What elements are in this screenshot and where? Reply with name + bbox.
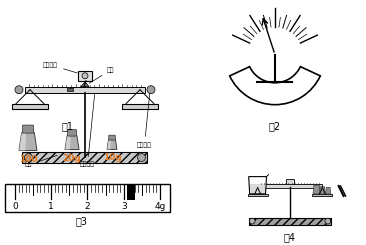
Text: 100: 100 <box>19 155 37 163</box>
Polygon shape <box>19 133 37 150</box>
Text: 图4: 图4 <box>284 232 296 242</box>
Circle shape <box>138 154 146 161</box>
Text: 指针: 指针 <box>89 67 115 83</box>
FancyBboxPatch shape <box>78 71 92 81</box>
Circle shape <box>82 73 88 79</box>
Text: 4g: 4g <box>154 202 166 211</box>
Text: 分度标尺: 分度标尺 <box>43 62 77 73</box>
FancyBboxPatch shape <box>122 104 158 109</box>
FancyBboxPatch shape <box>25 87 145 93</box>
Polygon shape <box>326 187 330 194</box>
Text: 平衡螺母: 平衡螺母 <box>137 94 152 147</box>
Text: 图1: 图1 <box>62 122 74 132</box>
Text: 20g: 20g <box>63 154 81 163</box>
Polygon shape <box>250 184 265 193</box>
Polygon shape <box>19 133 26 150</box>
Text: 图3: 图3 <box>76 216 88 226</box>
FancyBboxPatch shape <box>22 151 147 163</box>
FancyBboxPatch shape <box>249 218 331 225</box>
Text: 1: 1 <box>48 202 54 211</box>
Text: 2: 2 <box>85 202 90 211</box>
FancyBboxPatch shape <box>12 104 48 109</box>
Polygon shape <box>65 135 79 150</box>
Polygon shape <box>107 140 117 149</box>
FancyBboxPatch shape <box>247 194 268 196</box>
FancyBboxPatch shape <box>312 194 332 196</box>
Circle shape <box>147 86 155 94</box>
Polygon shape <box>320 187 325 194</box>
Circle shape <box>25 154 33 161</box>
Polygon shape <box>249 177 266 194</box>
Circle shape <box>325 218 330 224</box>
Text: 图2: 图2 <box>269 122 281 132</box>
FancyBboxPatch shape <box>287 180 294 184</box>
FancyBboxPatch shape <box>109 135 115 140</box>
Polygon shape <box>313 185 320 194</box>
FancyBboxPatch shape <box>258 184 322 188</box>
Text: 0: 0 <box>12 202 18 211</box>
Text: 3: 3 <box>121 202 127 211</box>
FancyBboxPatch shape <box>67 88 73 91</box>
Polygon shape <box>107 140 111 149</box>
Text: 砝码: 砝码 <box>25 155 57 168</box>
Wedge shape <box>230 67 320 105</box>
FancyBboxPatch shape <box>68 130 76 136</box>
FancyBboxPatch shape <box>127 185 135 200</box>
FancyBboxPatch shape <box>5 184 170 212</box>
Circle shape <box>249 218 255 224</box>
Text: 称量标尺: 称量标尺 <box>80 94 95 168</box>
Polygon shape <box>65 135 71 150</box>
Text: 10g: 10g <box>102 153 122 162</box>
FancyBboxPatch shape <box>22 125 34 133</box>
Polygon shape <box>288 184 292 187</box>
Polygon shape <box>81 82 89 87</box>
Circle shape <box>15 86 23 94</box>
